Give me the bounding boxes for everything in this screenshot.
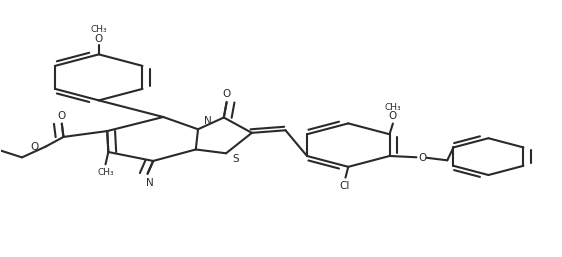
- Text: O: O: [30, 142, 38, 152]
- Text: O: O: [223, 89, 231, 99]
- Text: Cl: Cl: [339, 181, 350, 191]
- Text: CH₃: CH₃: [97, 168, 114, 177]
- Text: O: O: [389, 112, 397, 122]
- Text: O: O: [418, 153, 426, 163]
- Text: N: N: [146, 178, 153, 188]
- Text: N: N: [203, 116, 211, 126]
- Text: CH₃: CH₃: [90, 25, 107, 34]
- Text: CH₃: CH₃: [384, 103, 401, 112]
- Text: S: S: [233, 154, 239, 164]
- Text: O: O: [57, 111, 65, 121]
- Text: O: O: [94, 34, 103, 44]
